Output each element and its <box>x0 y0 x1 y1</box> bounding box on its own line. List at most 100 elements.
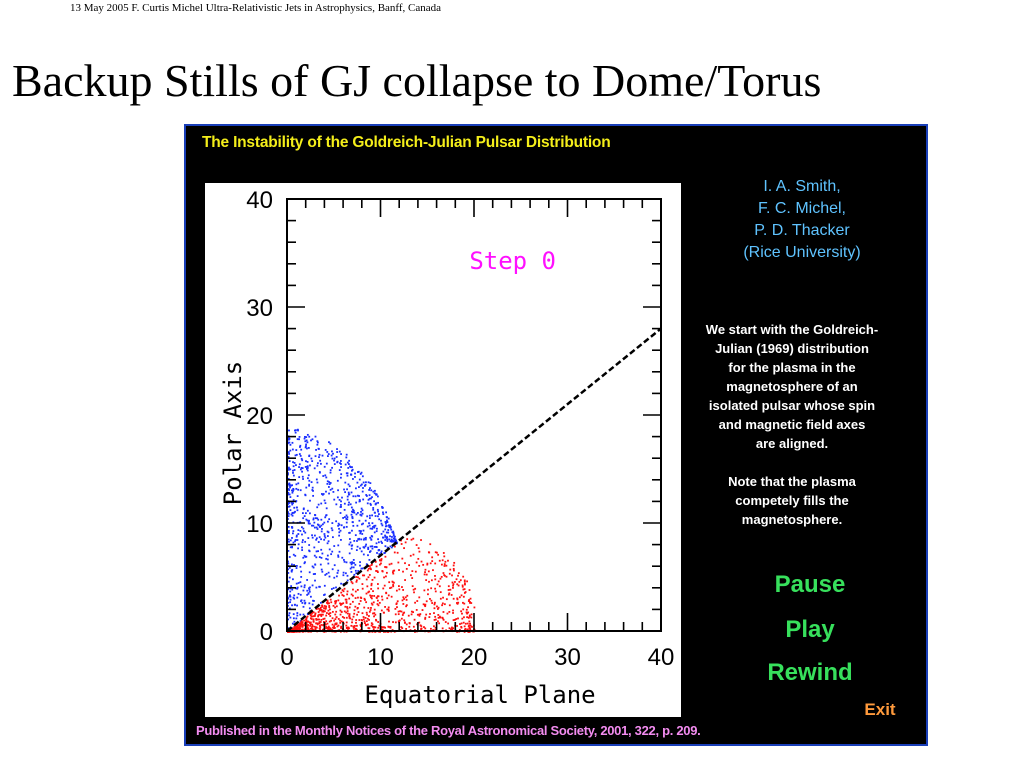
red-point <box>325 623 327 626</box>
blue-point <box>378 553 381 556</box>
blue-point <box>306 465 308 468</box>
blue-point <box>370 489 373 492</box>
rewind-button[interactable]: Rewind <box>767 659 853 686</box>
red-point <box>372 590 374 593</box>
blue-point <box>345 518 348 520</box>
red-point <box>406 538 409 540</box>
red-point <box>352 615 355 618</box>
blue-point <box>358 486 360 488</box>
red-point <box>364 622 366 625</box>
blue-point <box>380 533 383 535</box>
pause-button[interactable]: Pause <box>774 571 846 598</box>
red-point <box>384 626 387 629</box>
blue-point <box>368 514 371 517</box>
red-point <box>333 619 336 622</box>
blue-point <box>293 594 296 597</box>
blue-point <box>300 466 303 469</box>
blue-point <box>290 526 293 528</box>
blue-point <box>347 503 350 506</box>
red-point <box>354 605 357 608</box>
x-tick-label: 30 <box>554 644 581 671</box>
red-point <box>464 591 467 593</box>
blue-point <box>306 579 309 581</box>
blue-point <box>291 491 294 494</box>
red-point <box>355 576 358 578</box>
red-point <box>370 597 373 600</box>
red-point <box>319 626 322 628</box>
blue-point <box>320 556 323 559</box>
blue-point <box>338 550 341 553</box>
blue-point <box>369 550 372 553</box>
red-point <box>369 594 372 597</box>
red-point <box>398 588 401 591</box>
blue-point <box>297 482 300 485</box>
blue-point <box>355 487 357 490</box>
red-point <box>350 624 353 627</box>
blue-point <box>301 526 303 529</box>
red-point <box>291 627 294 630</box>
blue-point <box>377 541 380 544</box>
blue-point <box>331 457 334 460</box>
red-point <box>451 626 453 629</box>
red-point <box>388 581 391 584</box>
red-point <box>333 625 336 628</box>
blue-point <box>332 491 335 493</box>
red-point <box>331 623 334 626</box>
red-point <box>342 594 345 597</box>
red-point <box>415 544 418 546</box>
play-button[interactable]: Play <box>785 616 835 643</box>
red-point <box>359 625 362 628</box>
red-point <box>410 613 413 616</box>
red-point <box>327 609 330 612</box>
blue-point <box>351 516 354 519</box>
red-point <box>326 602 329 605</box>
blue-point <box>388 524 391 527</box>
red-point <box>465 611 468 614</box>
blue-point <box>392 540 394 543</box>
red-point <box>318 621 321 623</box>
red-point <box>349 603 352 606</box>
blue-point <box>320 530 323 533</box>
blue-point <box>295 483 298 486</box>
blue-point <box>297 582 300 584</box>
blue-point <box>302 527 305 530</box>
blue-point <box>287 532 290 534</box>
blue-point <box>371 522 374 525</box>
blue-point <box>348 485 351 488</box>
blue-point <box>299 565 302 568</box>
blue-point <box>290 484 293 487</box>
red-point <box>451 574 453 577</box>
red-point <box>317 611 320 613</box>
blue-point <box>351 529 353 532</box>
red-point <box>380 558 383 560</box>
red-point <box>400 539 402 542</box>
blue-point <box>350 469 353 472</box>
blue-point <box>303 584 306 587</box>
blue-point <box>317 447 320 450</box>
blue-point <box>292 578 294 581</box>
blue-point <box>355 572 358 575</box>
red-point <box>368 615 370 617</box>
red-point <box>432 569 434 572</box>
blue-point <box>320 518 323 521</box>
blue-point <box>297 547 299 550</box>
exit-button[interactable]: Exit <box>864 700 896 719</box>
blue-point <box>299 489 302 492</box>
blue-point <box>338 531 341 534</box>
red-point <box>388 626 390 628</box>
blue-point <box>365 481 367 484</box>
blue-point <box>288 614 290 617</box>
blue-point <box>389 535 391 538</box>
red-point <box>298 626 301 628</box>
blue-point <box>384 539 387 541</box>
red-point <box>447 622 450 625</box>
blue-point <box>331 466 333 469</box>
blue-point <box>296 509 299 512</box>
red-point <box>463 602 466 605</box>
red-point <box>437 608 439 610</box>
red-point <box>461 612 463 615</box>
blue-point <box>338 534 341 537</box>
red-point <box>427 593 429 596</box>
blue-point <box>324 502 327 505</box>
red-point <box>414 570 417 573</box>
